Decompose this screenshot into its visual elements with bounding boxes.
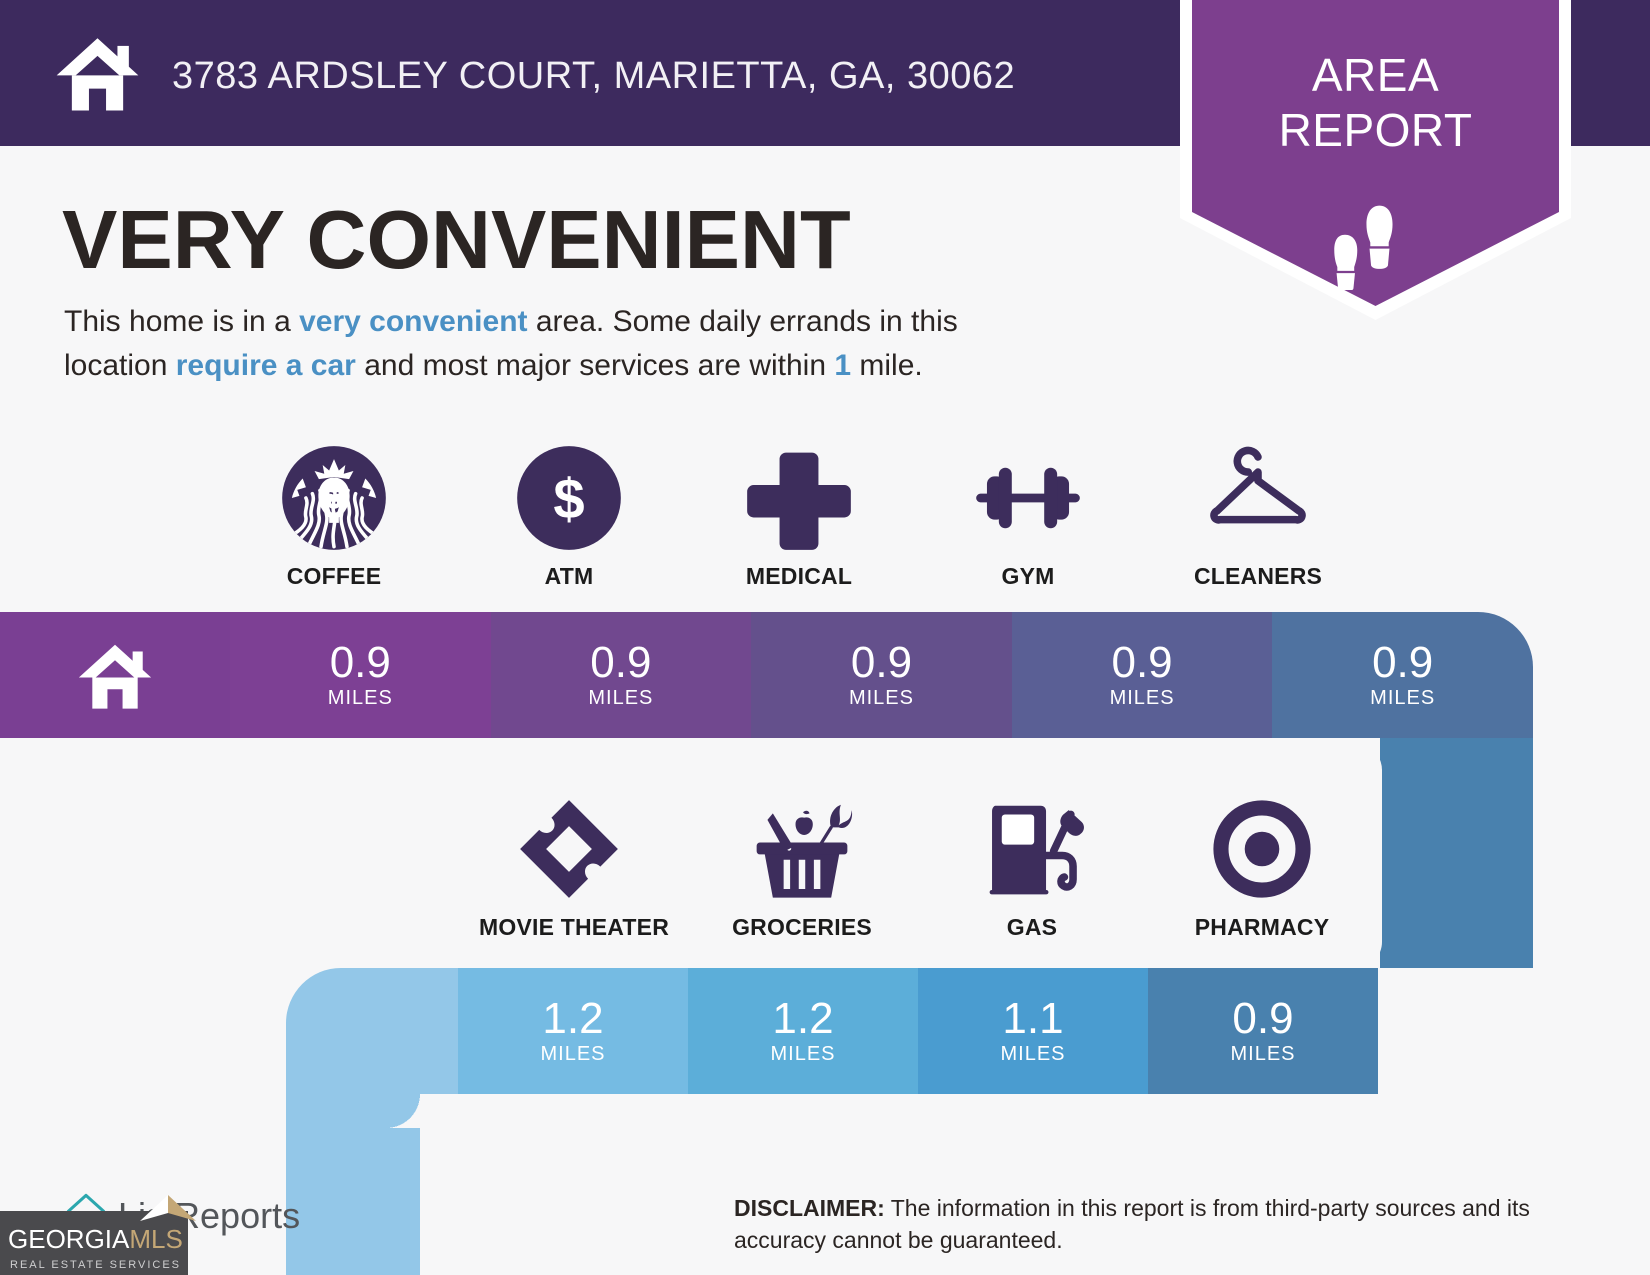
svg-text:$: $ bbox=[553, 468, 584, 531]
